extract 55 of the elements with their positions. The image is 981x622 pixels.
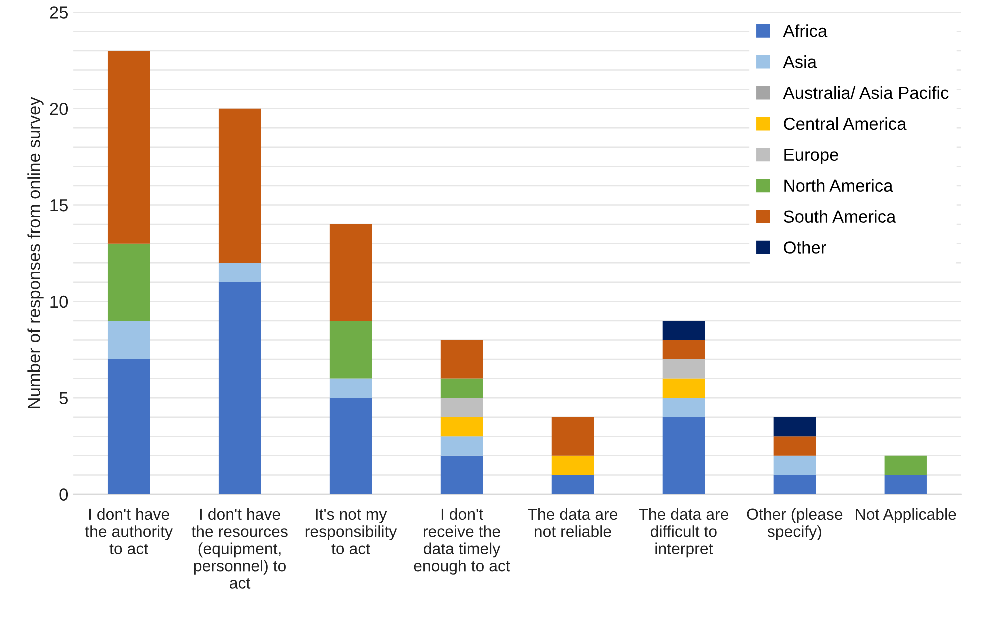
bar [330,378,372,398]
bar [218,108,262,264]
bar [218,263,262,282]
bar [440,378,484,398]
x-tick-label: It's not my responsibility to act [306,508,398,555]
x-tick-label: The data are not reliable [528,508,618,538]
x-tick-label: Not Applicable [856,508,956,524]
legend-label: Africa [783,24,828,38]
bar [774,456,816,476]
x-tick-label: The data are difficult to interpret [639,508,729,558]
legend-label: Asia [783,56,818,68]
y-tick-label: 0 [60,488,68,501]
legend-label: South America [784,210,896,223]
bar [552,475,594,494]
legend-label: Other [784,241,826,254]
bar [552,417,594,456]
legend-label: Central America [784,117,907,130]
x-tick-label: I don't have the authority to act [85,508,173,555]
bar [662,340,706,360]
bar [662,360,706,379]
bar [108,360,150,494]
bar [108,244,150,321]
bar [440,417,484,437]
bar [330,398,372,494]
y-axis-title: Number of responses from online survey [28,97,44,408]
bar [662,378,706,398]
bar [330,320,372,379]
x-tick-label: I don't receive the data timely enough to act [414,508,510,575]
bar [884,475,927,494]
bar [884,456,927,476]
y-tick-label: 25 [50,6,68,19]
bar [440,456,484,494]
bar [552,456,594,476]
bar [440,398,484,418]
bar [662,320,706,340]
y-tick-label: 20 [50,103,68,116]
bar [108,320,150,360]
legend-label: Australia/ Asia Pacific [783,86,949,100]
bar [108,51,150,244]
x-tick-label: Other (please specify) [747,508,843,540]
bar [662,417,706,494]
bar [662,398,706,418]
bar [440,340,484,379]
legend-label: North America [784,179,894,192]
bar [218,282,262,494]
bar [330,224,372,321]
bar [774,436,816,456]
y-tick-label: 5 [60,392,68,405]
y-tick-label: 15 [50,200,68,212]
y-tick-label: 10 [50,296,68,308]
bar [774,417,816,437]
x-tick-label: I don't have the resources (equipment, personnel) to act [192,508,288,589]
bar [440,436,484,456]
bar [774,475,816,494]
legend-label: Europe [784,148,838,165]
